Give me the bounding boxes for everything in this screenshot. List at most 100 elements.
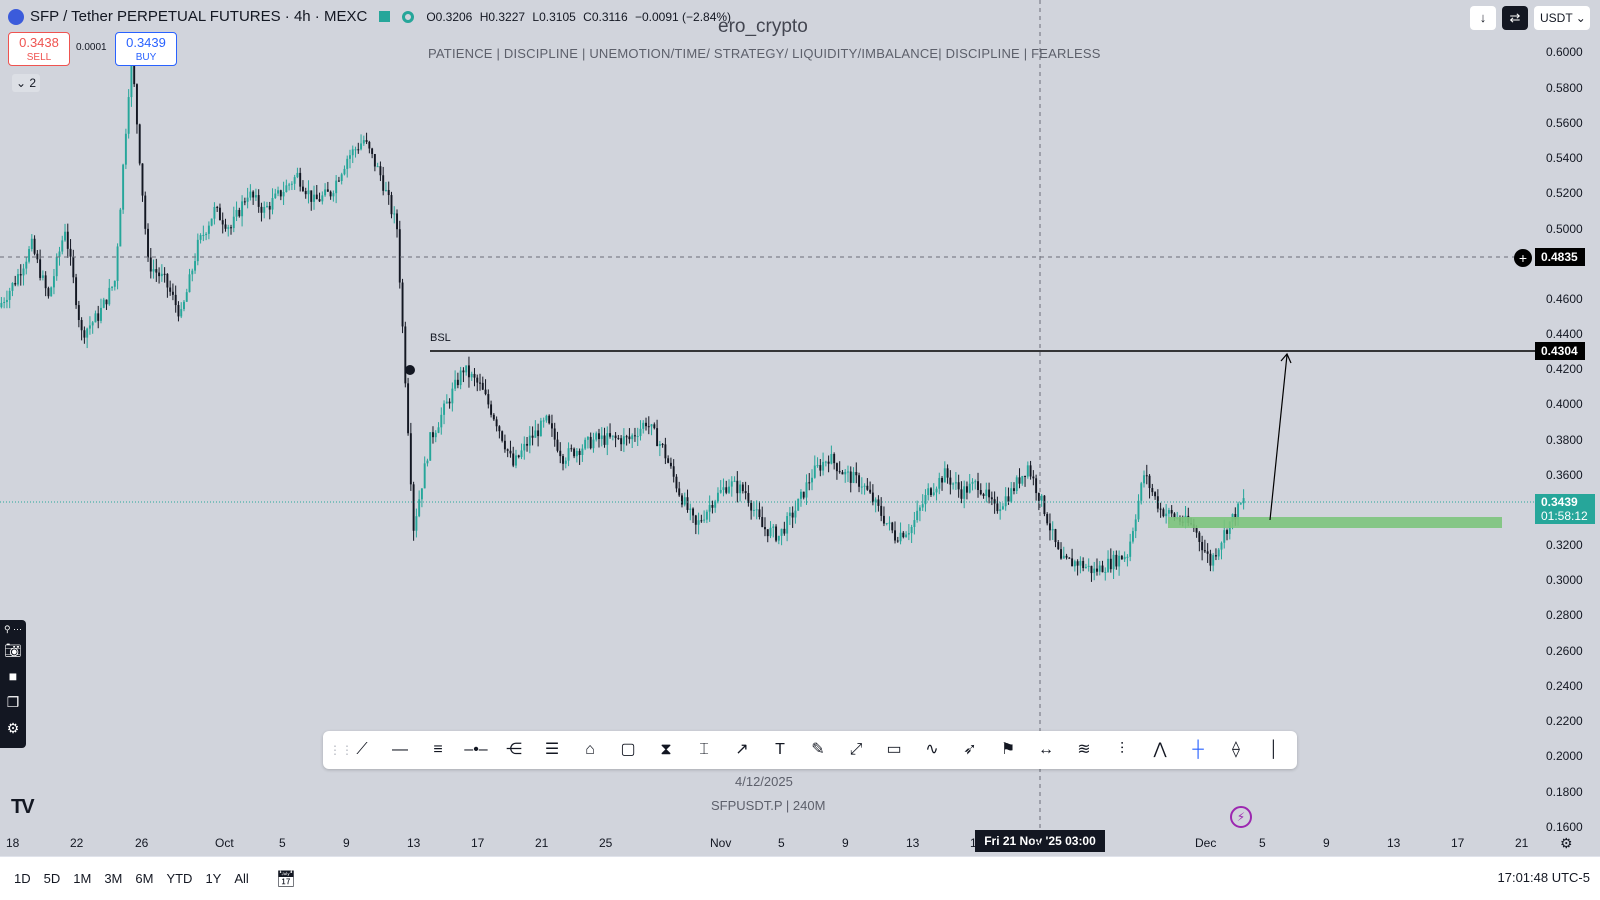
candle-body [506,449,509,451]
candle-body [384,189,387,191]
text-icon[interactable]: T [775,741,785,758]
candle-body [747,493,750,503]
range-button[interactable]: 3M [104,871,123,886]
tradingview-logo-icon[interactable]: TV [11,796,35,818]
date-range-icon[interactable]: ↔ [1038,741,1054,758]
extended-line-icon[interactable]: ⤢ [849,741,863,758]
candle-body [827,461,830,464]
candle-body [1162,509,1165,517]
comment-icon[interactable]: ▭ [886,741,902,758]
rectangle-icon[interactable]: ▢ [620,741,636,758]
vertical-range-icon[interactable]: ⌶ [699,741,709,758]
range-button[interactable]: 1Y [205,871,222,886]
horizontal-ray-icon[interactable]: — [392,741,408,758]
candle-body [44,275,47,289]
candle-body [1201,541,1204,551]
candle-body [548,415,551,424]
symbol-header[interactable]: SFP / Tether PERPETUAL FUTURES · 4h · ME… [8,8,735,25]
indicators-collapse-button[interactable]: ⌄ 2 [12,74,41,92]
layers-icon[interactable]: ❐ [6,694,20,710]
curve-icon[interactable]: ∿ [925,741,939,758]
pattern-icon[interactable]: ⫶ [1119,741,1124,758]
clock[interactable]: 17:01:48 UTC-5 [1497,870,1591,885]
watermark-name: ero_crypto [718,16,808,37]
candle-body [916,510,919,521]
candle-body [692,508,695,516]
candle-body [537,430,540,437]
panel-menu-icon[interactable]: ⚲ ⋯ [3,624,23,634]
candle-body [993,499,996,504]
lightning-icon[interactable]: ⚡︎ [1230,806,1252,828]
candle-body [454,379,457,389]
range-button[interactable]: 6M [135,871,154,886]
polyline-icon[interactable]: ⋀ [1153,741,1167,758]
crosshair-icon[interactable]: ┼ [1192,741,1204,758]
axis-settings-icon[interactable]: ⚙ [1560,835,1573,851]
brush-icon[interactable]: ✎ [811,741,825,758]
callout-icon[interactable]: ⌂ [585,741,595,758]
parallel-channel-icon[interactable]: ≡ [433,741,443,758]
buy-button[interactable]: 0.3439 BUY [115,32,177,66]
candle-body [169,287,172,292]
long-position-icon[interactable]: ⧗ [660,741,672,758]
candle-body [835,463,838,472]
arrow-icon[interactable]: ↗ [735,741,749,758]
candle-body [257,195,260,207]
candle-body [600,435,603,440]
pitchfork-icon[interactable]: ⋲ [506,741,522,758]
symbol-title[interactable]: SFP / Tether PERPETUAL FUTURES · 4h · ME… [30,8,368,25]
candle-body [52,276,55,288]
range-button[interactable]: YTD [166,871,193,886]
candle-body [575,450,578,457]
trend-line-icon[interactable]: ⟋ [356,741,368,758]
compare-toggle-icon[interactable]: ⇄ [1502,6,1528,30]
currency-select[interactable]: USDT ⌄ [1534,6,1590,30]
candle-body [813,465,816,478]
candle-body [669,462,672,467]
candle-body [705,511,708,520]
horizontal-line-icon[interactable]: –•– [464,741,488,758]
candle-body [218,207,221,221]
candle-body [177,305,180,317]
watermark-date: 4/12/2025 [735,774,793,789]
flag-icon[interactable]: ⚑ [1000,741,1016,758]
spread-value: 0.0001 [76,42,107,53]
candle-body [91,322,94,326]
candle-body [409,433,412,485]
candle-body [999,509,1002,512]
candle-body [33,238,36,254]
sell-price: 0.3438 [19,35,59,50]
candle-body [711,505,714,508]
candle-body [133,48,136,85]
calendar-icon[interactable]: 📅︎ [275,870,297,888]
range-button[interactable]: 1D [14,871,31,886]
vertical-line-icon[interactable]: │ [1269,741,1279,758]
download-icon[interactable]: ↓ [1470,6,1496,30]
range-button[interactable]: 5D [43,871,61,886]
candle-body [871,492,874,503]
fib-retracement-icon[interactable]: ☰ [544,741,560,758]
candle-body [307,190,310,195]
candle-body [869,489,872,493]
candle-body [1060,549,1062,559]
candle-body [290,183,293,185]
gann-fan-icon[interactable]: ≋ [1077,741,1091,758]
ohlc-high: H0.3227 [479,9,526,24]
range-button[interactable]: 1M [73,871,92,886]
arrow-marker-icon[interactable]: ➶ [963,741,977,758]
toolbar-grip-icon[interactable]: ⋮⋮ [329,743,353,757]
gear-icon[interactable]: ⚙ [6,720,20,736]
add-alert-icon[interactable]: + [1514,249,1532,267]
camera-icon[interactable]: 📷︎ [4,642,22,658]
range-button[interactable]: All [234,871,249,886]
candle-body [578,450,581,455]
candle-body [957,482,960,490]
candle-body [152,269,155,272]
candle-body [675,476,678,489]
candle-body [758,509,761,518]
price-chart[interactable] [0,0,1540,830]
candle-body [238,209,241,217]
path-icon[interactable]: ⟠ [1232,741,1240,758]
video-icon[interactable]: ■ [8,668,18,684]
sell-button[interactable]: 0.3438 SELL [8,32,70,66]
